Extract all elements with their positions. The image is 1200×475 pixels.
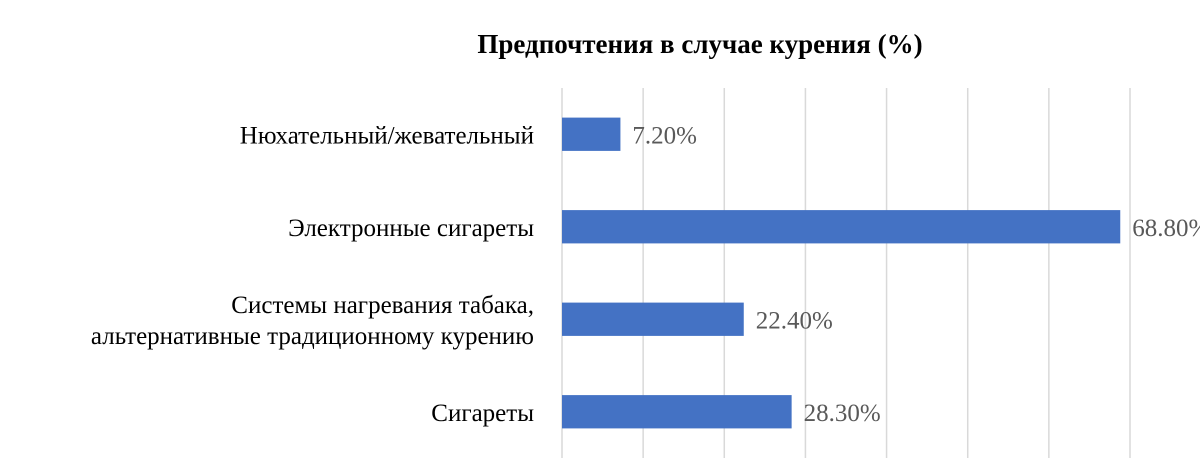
bars xyxy=(562,117,1121,429)
category-labels: Нюхательный/жевательный Электронные сигар… xyxy=(91,122,534,427)
bar xyxy=(562,302,744,336)
category-label: альтернативные традиционному курению xyxy=(91,323,534,350)
category-label: Нюхательный/жевательный xyxy=(240,122,534,149)
data-label: 28.30% xyxy=(804,400,881,427)
bar xyxy=(562,210,1121,244)
bar xyxy=(562,117,621,151)
data-label: 22.40% xyxy=(756,307,833,334)
category-label: Системы нагревания табака, xyxy=(231,292,534,319)
data-label: 68.80% xyxy=(1132,215,1200,242)
data-label: 7.20% xyxy=(632,122,697,149)
bar xyxy=(562,395,792,429)
chart-title: Предпочтения в случае курения (%) xyxy=(477,29,922,59)
category-label: Электронные сигареты xyxy=(288,215,534,242)
data-labels: 7.20% 68.80% 22.40% 28.30% xyxy=(632,122,1200,427)
gridlines xyxy=(561,88,1131,458)
category-label: Сигареты xyxy=(431,400,534,427)
